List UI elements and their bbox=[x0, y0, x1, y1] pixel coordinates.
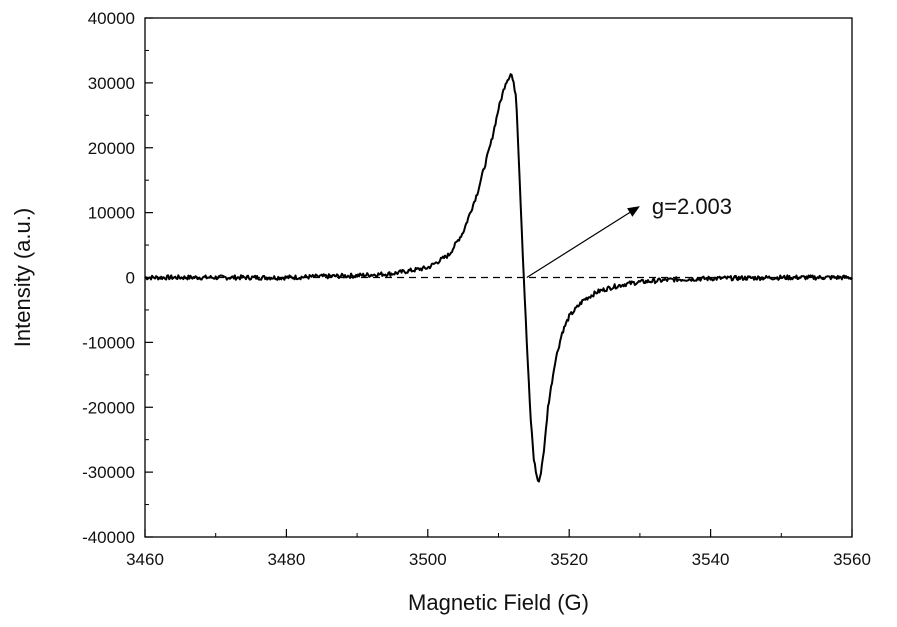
y-tick-label: -20000 bbox=[82, 398, 135, 417]
g-factor-annotation: g=2.003 bbox=[526, 194, 732, 279]
x-tick-label: 3460 bbox=[126, 550, 164, 569]
y-tick-label: 20000 bbox=[88, 139, 135, 158]
x-axis-title: Magnetic Field (G) bbox=[408, 590, 589, 615]
y-tick-label: -10000 bbox=[82, 333, 135, 352]
spectrum-line bbox=[144, 73, 853, 483]
x-tick-label: 3520 bbox=[550, 550, 588, 569]
y-axis-ticks: -40000 -30000 -20000 -10000 0 10000 20000 30000… bbox=[82, 9, 153, 547]
y-tick-label: 0 bbox=[126, 269, 135, 288]
x-tick-label: 3480 bbox=[267, 550, 305, 569]
y-tick-label: -40000 bbox=[82, 528, 135, 547]
y-tick-label: 40000 bbox=[88, 9, 135, 28]
x-tick-label: 3560 bbox=[833, 550, 871, 569]
x-axis-ticks: 3460 3480 3500 3520 3540 3560 bbox=[126, 529, 871, 569]
annotation-arrow bbox=[526, 212, 631, 279]
y-tick-label: 30000 bbox=[88, 74, 135, 93]
annotation-label: g=2.003 bbox=[652, 194, 732, 219]
y-tick-label: 10000 bbox=[88, 204, 135, 223]
x-tick-label: 3500 bbox=[409, 550, 447, 569]
y-axis-title: Intensity (a.u.) bbox=[10, 208, 35, 347]
x-tick-label: 3540 bbox=[692, 550, 730, 569]
y-tick-label: -30000 bbox=[82, 463, 135, 482]
annotation-arrowhead bbox=[627, 206, 640, 217]
